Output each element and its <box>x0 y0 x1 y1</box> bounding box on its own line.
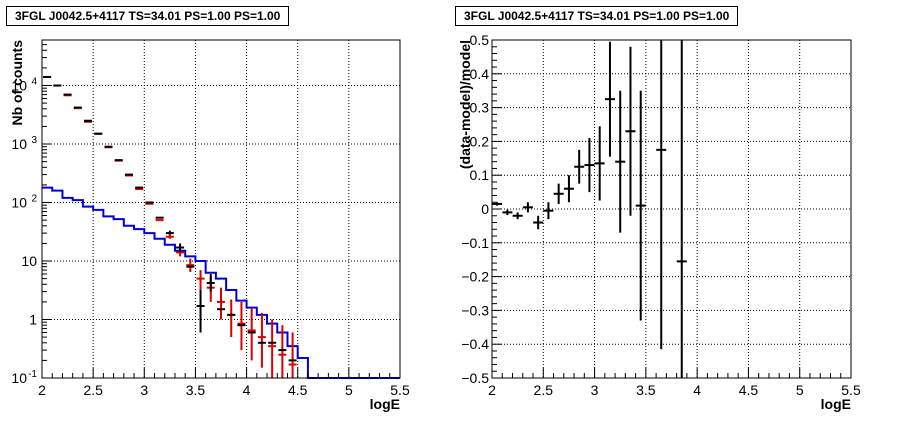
left-chart-title: 3FGL J0042.5+4117 TS=34.01 PS=1.00 PS=1.… <box>6 6 290 26</box>
right-y-tick-label: 0.5 <box>470 32 490 48</box>
right-y-tick-label: −0.1 <box>461 235 489 251</box>
right-x-tick-label: 2 <box>488 382 496 398</box>
right-x-tick-label: 3 <box>591 382 599 398</box>
right-axes: 2 2.5 3 3.5 4 4.5 5 5.5 −0.5 −0.4 −0.3 −0.2 −0.1 0 0.1… <box>461 32 861 398</box>
right-y-tick-label: 0.1 <box>470 167 490 183</box>
left-x-tick-label: 2.5 <box>83 382 103 398</box>
left-x-axis-label: logE <box>370 396 400 412</box>
right-y-axis-label: (data-model)/model <box>457 40 473 169</box>
left-y-tick-label: 10 <box>11 78 27 94</box>
left-x-tick-label: 3 <box>140 382 148 398</box>
right-x-tick-label: 2.5 <box>534 382 554 398</box>
left-y-tick-label: 10 <box>11 370 27 386</box>
right-y-tick-label: 0.3 <box>470 100 490 116</box>
left-y-tick-label: 10 <box>11 195 27 211</box>
left-plot-frame <box>41 39 401 379</box>
right-chart-panel: 2 2.5 3 3.5 4 4.5 5 5.5 −0.5 −0.4 −0.3 −0.2 −0.1 0 0.1… <box>457 32 861 412</box>
right-x-tick-label: 4 <box>693 382 701 398</box>
left-y-tick-label: 10 <box>11 136 27 152</box>
left-x-tick-label: 3.5 <box>186 382 206 398</box>
left-x-tick-label: 4.5 <box>288 382 308 398</box>
left-x-tick-label: 2 <box>38 382 46 398</box>
left-y-tick-label: 10 <box>21 253 37 269</box>
right-y-tick-label: −0.5 <box>461 370 489 386</box>
right-y-tick-label: 0 <box>481 201 489 217</box>
left-x-tick-label: 5.5 <box>390 382 410 398</box>
right-x-tick-label: 5.5 <box>841 382 861 398</box>
left-y-tick-label: 1 <box>29 312 37 328</box>
right-y-tick-label: −0.2 <box>461 269 489 285</box>
right-y-tick-label: −0.4 <box>461 336 489 352</box>
right-y-tick-label: −0.3 <box>461 302 489 318</box>
right-x-tick-label: 3.5 <box>636 382 656 398</box>
right-y-tick-label: 0.2 <box>470 133 490 149</box>
left-y-axis-label: Nb of counts <box>9 40 25 126</box>
left-y-tick-exponent: 4 <box>31 77 37 88</box>
right-plot-frame <box>491 39 852 379</box>
left-y-tick-exponent: 3 <box>31 135 37 146</box>
left-chart-marks <box>42 75 400 379</box>
right-chart-marks <box>492 40 687 378</box>
left-x-tick-label: 5 <box>345 382 353 398</box>
right-x-axis-label: logE <box>821 396 851 412</box>
left-y-tick-exponent: -1 <box>28 369 37 380</box>
right-grid <box>492 40 851 378</box>
right-chart-title: 3FGL J0042.5+4117 TS=34.01 PS=1.00 PS=1.… <box>455 6 739 26</box>
right-x-tick-label: 4.5 <box>739 382 759 398</box>
left-x-tick-label: 4 <box>243 382 251 398</box>
right-y-tick-label: 0.4 <box>470 66 490 82</box>
ps-model-histogram <box>42 186 400 379</box>
right-x-tick-label: 5 <box>796 382 804 398</box>
left-y-tick-exponent: 2 <box>31 194 37 205</box>
